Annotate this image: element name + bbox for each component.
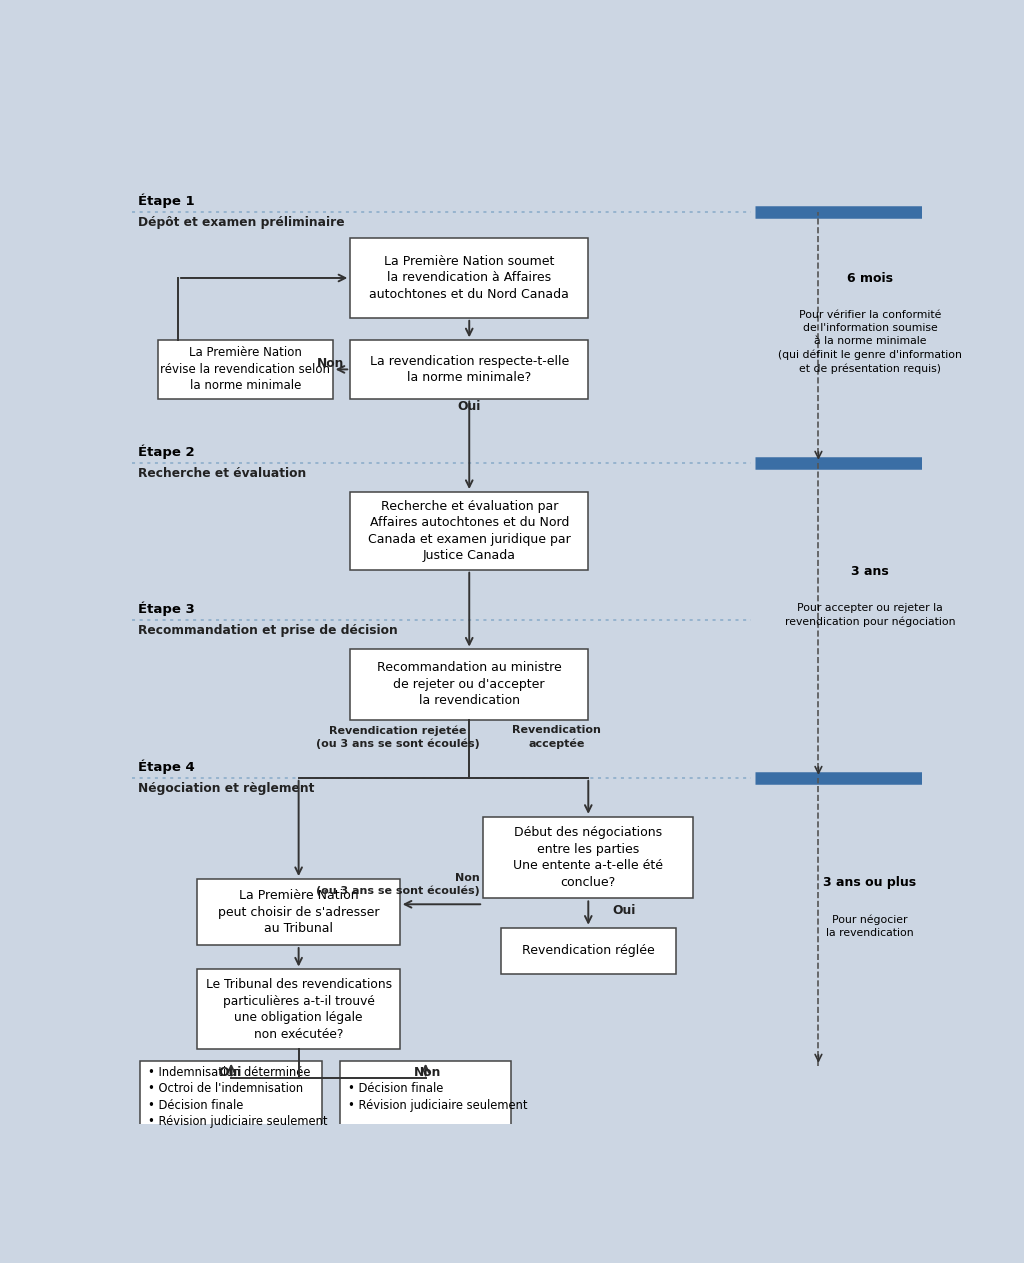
Text: Recommandation au ministre
de rejeter ou d'accepter
la revendication: Recommandation au ministre de rejeter ou… [377,662,561,707]
Text: Revendication réglée: Revendication réglée [522,945,654,957]
Text: Début des négociations
entre les parties
Une entente a-t-elle été
conclue?: Début des négociations entre les parties… [513,826,664,889]
Text: Étape 4: Étape 4 [137,759,195,774]
Text: La Première Nation soumet
la revendication à Affaires
autochtones et du Nord Can: La Première Nation soumet la revendicati… [370,255,569,301]
Text: La Première Nation
peut choisir de s'adresser
au Tribunal: La Première Nation peut choisir de s'adr… [218,889,379,935]
Text: Recommandation et prise de décision: Recommandation et prise de décision [137,624,397,638]
Text: Recherche et évaluation par
Affaires autochtones et du Nord
Canada et examen jur: Recherche et évaluation par Affaires aut… [368,500,570,562]
FancyBboxPatch shape [483,817,693,898]
Text: Oui: Oui [612,903,636,917]
Text: Oui: Oui [218,1066,242,1079]
Text: La revendication respecte-t-elle
la norme minimale?: La revendication respecte-t-elle la norm… [370,355,569,384]
FancyBboxPatch shape [350,649,588,720]
FancyBboxPatch shape [198,970,399,1050]
FancyBboxPatch shape [158,340,333,399]
FancyBboxPatch shape [350,493,588,570]
Text: 3 ans ou plus: 3 ans ou plus [823,877,916,889]
Text: • Décision finale
• Révision judiciaire seulement: • Décision finale • Révision judiciaire … [348,1082,527,1111]
FancyBboxPatch shape [198,879,399,945]
Text: Revendication
acceptée: Revendication acceptée [512,725,601,749]
Text: Pour vérifier la conformité
de l'information soumise
à la norme minimale
(qui dé: Pour vérifier la conformité de l'informa… [778,311,962,374]
FancyBboxPatch shape [501,927,676,974]
Text: Le Tribunal des revendications
particulières a-t-il trouvé
une obligation légale: Le Tribunal des revendications particuli… [206,978,392,1041]
Text: Étape 3: Étape 3 [137,602,195,616]
Text: Dépôt et examen préliminaire: Dépôt et examen préliminaire [137,216,344,229]
Text: 3 ans: 3 ans [851,565,889,578]
Text: Négociation et règlement: Négociation et règlement [137,782,314,794]
Text: Revendication rejetée
(ou 3 ans se sont écoulés): Revendication rejetée (ou 3 ans se sont … [316,725,479,749]
Text: Non
(ou 3 ans se sont écoulés): Non (ou 3 ans se sont écoulés) [316,873,480,897]
FancyBboxPatch shape [140,1061,323,1133]
Text: Oui: Oui [458,400,481,413]
Text: Pour accepter ou rejeter la
revendication pour négociation: Pour accepter ou rejeter la revendicatio… [784,602,955,626]
Text: Non: Non [414,1066,441,1079]
Text: Pour négocier
la revendication: Pour négocier la revendication [826,914,913,937]
FancyBboxPatch shape [350,239,588,318]
Text: Étape 1: Étape 1 [137,193,195,208]
Text: Étape 2: Étape 2 [137,445,195,458]
Text: La Première Nation
révise la revendication selon
la norme minimale: La Première Nation révise la revendicati… [161,346,331,393]
FancyBboxPatch shape [350,340,588,399]
Text: 6 mois: 6 mois [847,273,893,285]
Text: Recherche et évaluation: Recherche et évaluation [137,466,306,480]
FancyBboxPatch shape [340,1061,511,1133]
Text: Non: Non [316,357,344,370]
Text: • Indemnisation déterminée
• Octroi de l'indemnisation
• Décision finale
• Révis: • Indemnisation déterminée • Octroi de l… [147,1066,328,1128]
